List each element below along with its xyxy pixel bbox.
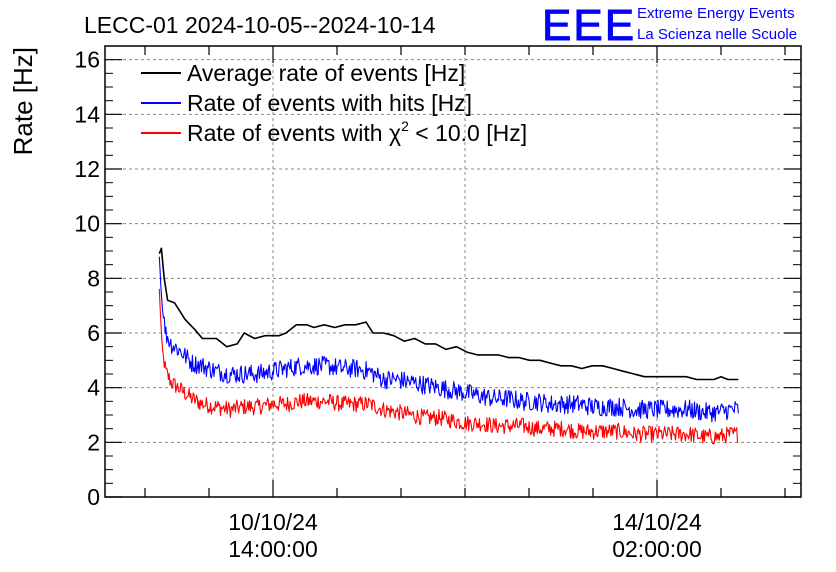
legend: Average rate of events [Hz] Rate of even… [141, 60, 527, 146]
series-line [158, 288, 739, 445]
logo-line-2: La Scienza nelle Scuole [637, 26, 797, 43]
eee-logo-letters: EEE [542, 1, 636, 50]
x-tick-label-date: 14/10/24 [612, 509, 702, 535]
chart-title: LECC-01 2024-10-05--2024-10-14 [84, 12, 436, 38]
logo-line-1: Extreme Energy Events [637, 5, 795, 22]
y-tick-label: 6 [87, 320, 100, 346]
x-tick-label-time: 14:00:00 [228, 536, 318, 562]
y-tick-label: 12 [74, 156, 100, 182]
eee-logo: EEE Extreme Energy Events La Scienza nel… [542, 1, 798, 51]
x-tick-label-time: 02:00:00 [612, 536, 702, 562]
y-tick-label: 14 [74, 101, 100, 127]
y-tick-label: 4 [87, 375, 100, 401]
y-tick-label: 10 [74, 211, 100, 237]
y-axis-label: Rate [Hz] [8, 47, 38, 155]
series-line [158, 247, 739, 381]
y-tick-label: 8 [87, 265, 100, 291]
axis-ticks [105, 45, 801, 498]
plot-frame [104, 45, 802, 498]
y-tick-label: 16 [74, 47, 100, 73]
series-group [158, 247, 739, 445]
legend-label-avg: Average rate of events [Hz] [187, 60, 465, 86]
series-line [158, 256, 739, 423]
y-tick-labels: 0 2 4 6 8 10 12 14 16 [74, 47, 100, 510]
y-tick-label: 2 [87, 429, 100, 455]
legend-label-chi: Rate of events with χ2 < 10.0 [Hz] [187, 118, 527, 146]
legend-label-hits: Rate of events with hits [Hz] [187, 90, 472, 116]
y-tick-label: 0 [87, 484, 100, 510]
x-tick-label-date: 10/10/24 [228, 509, 318, 535]
